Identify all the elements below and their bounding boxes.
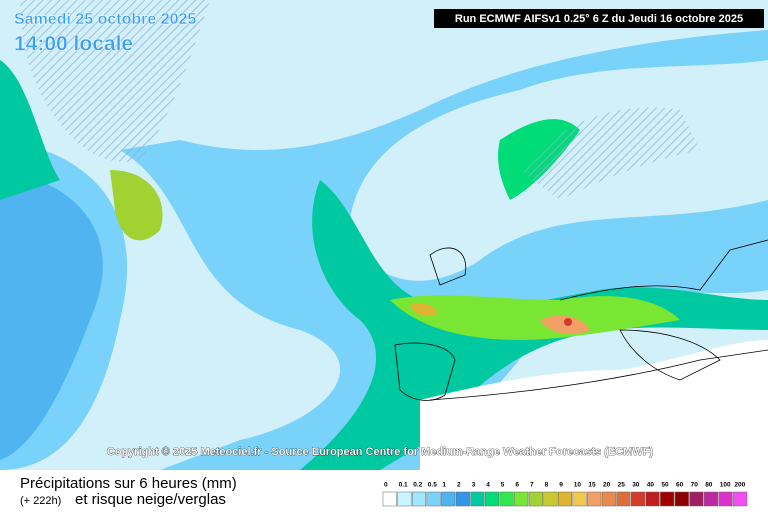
scale-swatch bbox=[616, 491, 631, 507]
scale-swatch bbox=[572, 491, 587, 507]
scale-label: 9 bbox=[559, 482, 563, 489]
scale-label: 80 bbox=[705, 482, 713, 489]
scale-swatch bbox=[455, 491, 470, 507]
legend-lead: (+ 222h) bbox=[20, 495, 61, 507]
scale-label: 30 bbox=[632, 482, 640, 489]
scale-swatch bbox=[587, 491, 602, 507]
scale-swatch bbox=[441, 491, 456, 507]
scale-label: 7 bbox=[530, 482, 534, 489]
scale-label: 4 bbox=[486, 482, 490, 489]
scale-label: 40 bbox=[647, 482, 655, 489]
scale-swatch bbox=[426, 491, 441, 507]
scale-swatch bbox=[499, 491, 514, 507]
scale-label: 60 bbox=[676, 482, 684, 489]
scale-label: 6 bbox=[515, 482, 519, 489]
scale-label: 50 bbox=[661, 482, 669, 489]
scale-swatch bbox=[397, 491, 412, 507]
scale-swatch bbox=[543, 491, 558, 507]
scale-label: 0.5 bbox=[428, 482, 437, 489]
copyright: Copyright © 2025 Meteociel.fr - Source E… bbox=[107, 446, 654, 458]
scale-label: 0 bbox=[384, 482, 388, 489]
time: 14:00 locale bbox=[14, 33, 133, 56]
scale-label: 2 bbox=[457, 482, 461, 489]
scale-swatch bbox=[470, 491, 485, 507]
run-box bbox=[434, 9, 764, 28]
map bbox=[0, 0, 768, 470]
scale-label: 20 bbox=[603, 482, 611, 489]
legend-subtitle: et risque neige/verglas bbox=[75, 491, 226, 508]
scale-swatch bbox=[660, 491, 675, 507]
scale-label: 200 bbox=[734, 482, 745, 489]
date: Samedi 25 octobre 2025 bbox=[14, 11, 196, 28]
scale-label: 70 bbox=[691, 482, 699, 489]
scale-label: 0.2 bbox=[413, 482, 422, 489]
scale-swatch bbox=[484, 491, 500, 507]
scale-swatch bbox=[528, 491, 543, 507]
scale-label: 100 bbox=[720, 482, 731, 489]
scale-label: 0.1 bbox=[399, 482, 408, 489]
scale-swatch bbox=[411, 491, 427, 507]
scale-label: 5 bbox=[501, 482, 505, 489]
scale-swatch bbox=[718, 491, 733, 507]
run-info: Run ECMWF AIFSv1 0.25° 6 Z du Jeudi 16 o… bbox=[455, 13, 743, 25]
scale-swatch bbox=[630, 491, 646, 507]
scale-label: 10 bbox=[574, 482, 582, 489]
scale-label: 3 bbox=[472, 482, 476, 489]
scale-swatch bbox=[601, 491, 616, 507]
scale-label: 15 bbox=[588, 482, 596, 489]
scale-swatch bbox=[733, 491, 748, 507]
scale-label: 25 bbox=[618, 482, 626, 489]
scale-swatch bbox=[703, 491, 719, 507]
color-scale: 0 0.1 0.2 0.5 1 2 3 4 5 6 7 8 9 10 15 20 25 30 40 50 60 70 80 1… bbox=[382, 482, 748, 507]
scale-swatch bbox=[382, 491, 397, 507]
scale-label: 8 bbox=[545, 482, 549, 489]
scale-swatch bbox=[557, 491, 573, 507]
scale-label: 1 bbox=[442, 482, 446, 489]
scale-swatch bbox=[689, 491, 704, 507]
scale-swatch bbox=[674, 491, 689, 507]
scale-swatch bbox=[514, 491, 529, 507]
scale-swatch bbox=[645, 491, 660, 507]
legend-title: Précipitations sur 6 heures (mm) bbox=[20, 475, 237, 492]
